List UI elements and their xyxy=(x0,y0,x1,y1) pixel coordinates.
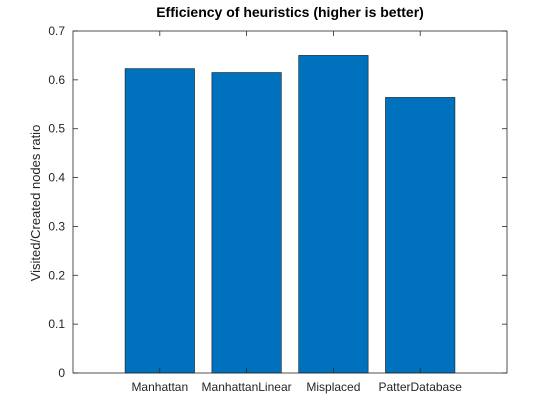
bar-manhattan xyxy=(124,68,195,374)
y-axis-label: Visited/Created nodes ratio xyxy=(28,125,43,282)
y-tick-label: 0 xyxy=(58,366,65,380)
y-tick-label: 0.7 xyxy=(48,24,65,38)
y-tick-label: 0.6 xyxy=(48,73,65,87)
y-tick-label: 0.2 xyxy=(48,268,65,282)
bars-group xyxy=(124,55,456,374)
bar-manhattanlinear xyxy=(211,72,282,374)
y-tick-label: 0.1 xyxy=(48,317,65,331)
y-tick-label: 0.4 xyxy=(48,171,65,185)
ticks-group: 0 0.1 0.2 0.3 0.4 0.5 0.6 0.7 Manhattan Manhattan… xyxy=(48,24,507,394)
x-tick-label: ManhattanLinear xyxy=(202,380,292,394)
x-tick-label: Manhattan xyxy=(131,380,188,394)
bar-misplaced xyxy=(298,55,369,374)
bar-patterdatabase xyxy=(385,97,456,374)
axes-box xyxy=(72,30,508,374)
axes-group xyxy=(72,30,508,374)
y-tick-label: 0.5 xyxy=(48,122,65,136)
y-tick-label: 0.3 xyxy=(48,219,65,233)
x-tick-label: PatterDatabase xyxy=(379,380,463,394)
chart-title: Efficiency of heuristics (higher is bett… xyxy=(156,4,424,20)
x-tick-label: Misplaced xyxy=(306,380,360,394)
